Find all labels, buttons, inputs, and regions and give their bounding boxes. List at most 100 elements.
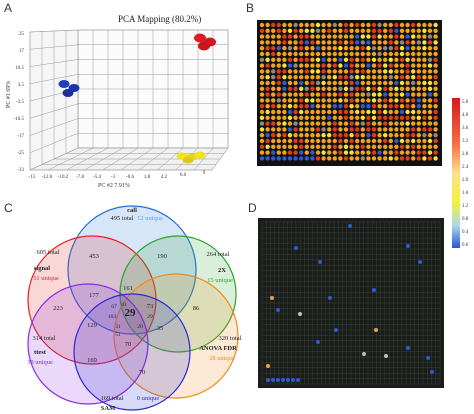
microarray-spot (366, 138, 371, 144)
microarray-spot (276, 57, 281, 62)
microarray-spot (293, 34, 298, 39)
microarray-spot (360, 98, 365, 103)
microarray-spot (388, 156, 393, 161)
microarray-spot (282, 51, 287, 57)
microarray-spot (383, 138, 388, 144)
y-tick: -3.5 (16, 100, 24, 105)
microarray-spot (332, 121, 337, 126)
microarray-spot (321, 63, 326, 68)
microarray-spot (343, 121, 349, 126)
microarray-spot (388, 63, 393, 68)
microarray-spot (293, 63, 298, 68)
microarray-spot (315, 40, 321, 45)
microarray-spot (343, 34, 349, 39)
microarray-spot (282, 34, 287, 39)
microarray-spot (271, 144, 276, 149)
microarray-spot (377, 144, 382, 149)
microarray-spot (293, 98, 298, 103)
microarray-spot (427, 63, 433, 68)
microarray-spot (422, 92, 427, 97)
microarray-spot (394, 57, 399, 62)
microarray-spot (282, 138, 287, 144)
microarray-spot (349, 150, 354, 155)
x-tick: 1.8 (144, 175, 151, 180)
microarray-spot (293, 28, 298, 33)
microarray-spot (310, 46, 315, 51)
microarray-spot (271, 104, 276, 109)
microarray-spot (282, 115, 287, 121)
microarray-spot (360, 80, 365, 86)
microarray-spot (332, 144, 337, 149)
microarray-spot (427, 115, 433, 121)
set-unique-signal: 51 unique (33, 275, 59, 282)
heatmap-spot (406, 346, 410, 350)
microarray-spot (399, 40, 405, 45)
microarray-spot (371, 86, 377, 92)
microarray-spot (293, 57, 298, 62)
microarray-spot (343, 86, 349, 92)
microarray-spot (321, 80, 326, 86)
microarray-spot (338, 133, 343, 138)
microarray-spot (287, 75, 293, 80)
microarray-spot (422, 144, 427, 149)
microarray-spot (310, 80, 315, 86)
microarray-spot (310, 34, 315, 39)
microarray-spot (282, 40, 287, 45)
microarray-spot (287, 86, 293, 92)
microarray-spot (405, 109, 410, 115)
pca-y-ticks: 25 17 10.5 3.5 -3.5 -10.5 -17 -25 -33 (14, 32, 25, 173)
region-count: 129 (87, 322, 97, 329)
microarray-spot (321, 22, 326, 28)
microarray-spot (282, 69, 287, 74)
microarray-spot (371, 138, 377, 144)
y-tick: 25 (19, 32, 25, 37)
microarray-spot (427, 144, 433, 149)
microarray-spot (304, 75, 309, 80)
microarray-spot (399, 104, 405, 109)
microarray-spot (287, 98, 293, 103)
colorbar-gradient (452, 98, 460, 248)
microarray-spot (422, 28, 427, 33)
microarray-spot (433, 115, 438, 121)
microarray-spot (332, 51, 337, 57)
microarray-spot (383, 98, 388, 103)
microarray-spot (310, 51, 315, 57)
microarray-spot (422, 69, 427, 74)
microarray-spot (377, 115, 382, 121)
microarray-spot (299, 40, 304, 45)
microarray-spot (394, 80, 399, 86)
microarray-spot (282, 63, 287, 68)
microarray-spot (349, 34, 354, 39)
microarray-spot (399, 133, 405, 138)
microarray-spot (416, 156, 421, 161)
microarray-spot (315, 144, 321, 149)
microarray-spot (405, 98, 410, 103)
microarray-spot (399, 92, 405, 97)
microarray-spot (355, 75, 360, 80)
microarray-spot (355, 127, 360, 132)
set-name-2x: 2X (218, 267, 226, 274)
microarray-spot (394, 28, 399, 33)
microarray-spot (383, 69, 388, 74)
microarray-spot (349, 69, 354, 74)
microarray-spot (276, 115, 281, 121)
microarray-spot (343, 127, 349, 132)
microarray-spot (276, 46, 281, 51)
microarray-spot (405, 156, 410, 161)
microarray-spot (338, 40, 343, 45)
microarray-spot (259, 109, 265, 115)
microarray-spot (388, 40, 393, 45)
microarray-spot (427, 121, 433, 126)
microarray-spot (377, 92, 382, 97)
microarray-spot (416, 28, 421, 33)
microarray-spot (383, 28, 388, 33)
microarray-spot (405, 46, 410, 51)
region-count: 73 (147, 303, 154, 310)
microarray-spot (422, 51, 427, 57)
microarray-spot (287, 80, 293, 86)
microarray-spot (265, 51, 270, 57)
microarray-spot (315, 109, 321, 115)
microarray-spot (416, 51, 421, 57)
microarray-spot (360, 75, 365, 80)
microarray-spot (259, 75, 265, 80)
